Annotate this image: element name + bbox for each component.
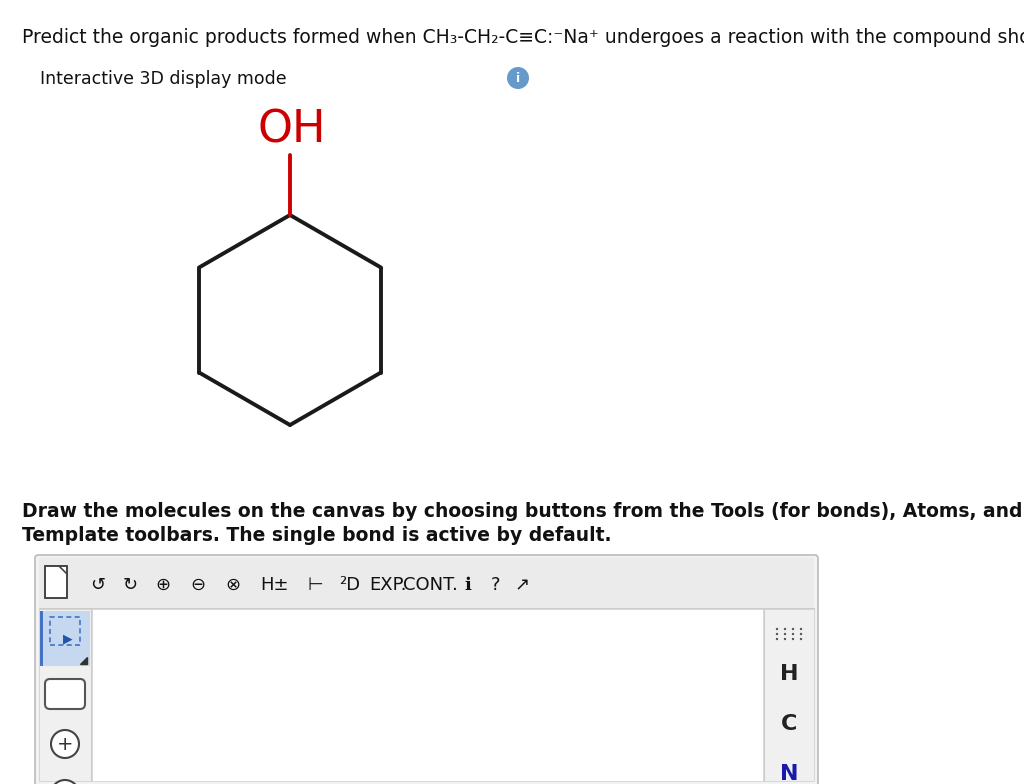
Circle shape [776,638,778,641]
Text: ⊖: ⊖ [190,576,206,594]
Circle shape [792,638,795,641]
Text: +: + [56,735,74,753]
Circle shape [800,628,802,630]
Circle shape [783,633,786,635]
Circle shape [792,628,795,630]
Text: EXP.: EXP. [370,576,407,594]
Text: ²D: ²D [339,576,360,594]
Text: OH: OH [258,108,327,151]
Circle shape [783,638,786,641]
Text: Draw the molecules on the canvas by choosing buttons from the Tools (for bonds),: Draw the molecules on the canvas by choo… [22,502,1024,521]
Text: CONT.: CONT. [402,576,458,594]
Text: N: N [779,764,799,784]
Circle shape [51,780,79,784]
FancyBboxPatch shape [45,679,85,709]
Bar [40,611,90,666]
Bar [39,609,91,781]
Text: ⊢: ⊢ [307,576,323,594]
Text: ?: ? [490,576,500,594]
Circle shape [776,633,778,635]
Text: ↺: ↺ [90,576,105,594]
Circle shape [507,67,529,89]
Text: i: i [516,71,520,85]
Circle shape [800,638,802,641]
Bar [39,558,814,608]
Circle shape [792,633,795,635]
Circle shape [776,628,778,630]
Text: H: H [779,664,799,684]
Text: ↻: ↻ [123,576,137,594]
Text: ⊕: ⊕ [156,576,171,594]
Text: ⊗: ⊗ [225,576,241,594]
Text: Predict the organic products formed when CH₃-CH₂-C≡C:⁻Na⁺ undergoes a reaction w: Predict the organic products formed when… [22,28,1024,47]
Text: H±: H± [261,576,289,594]
Circle shape [51,730,79,758]
Polygon shape [80,657,87,664]
Text: Template toolbars. The single bond is active by default.: Template toolbars. The single bond is ac… [22,526,611,545]
Text: Interactive 3D display mode: Interactive 3D display mode [40,70,287,88]
Bar [40,611,43,666]
Circle shape [783,628,786,630]
Text: C: C [781,714,798,734]
Text: ℹ: ℹ [465,576,471,594]
Bar [764,609,814,781]
Text: ↗: ↗ [514,576,529,594]
Text: 🗋: 🗋 [54,576,66,594]
FancyBboxPatch shape [35,555,818,784]
Bar [92,609,763,781]
Circle shape [800,633,802,635]
FancyBboxPatch shape [45,566,67,598]
Text: ▶: ▶ [63,633,73,645]
